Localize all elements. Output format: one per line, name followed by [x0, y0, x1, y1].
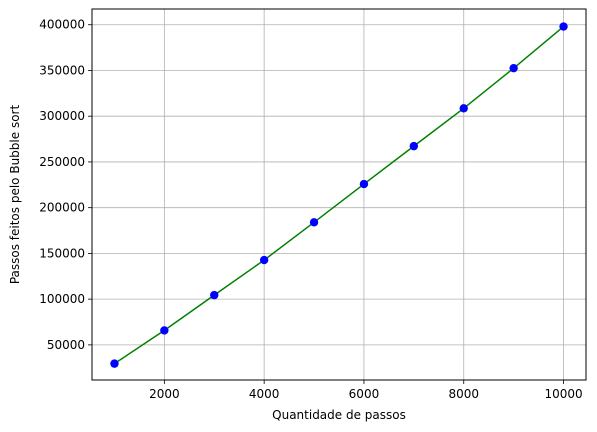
series-line: [114, 25, 565, 365]
series-line-group: [114, 25, 565, 365]
x-tick-label: 2000: [149, 387, 180, 401]
plot-frame: [91, 8, 587, 381]
data-point: [160, 326, 169, 335]
y-tick-label: 200000: [39, 201, 85, 215]
data-point: [110, 359, 119, 368]
y-tick-label: 50000: [47, 338, 85, 352]
series-points-group: [110, 22, 568, 368]
data-point: [309, 218, 319, 227]
data-point: [459, 104, 468, 113]
x-tick-label: 10000: [544, 387, 582, 401]
data-point: [259, 255, 269, 265]
data-point: [210, 290, 219, 300]
y-tick-label: 300000: [39, 109, 85, 123]
y-tick-label: 100000: [39, 292, 85, 306]
data-point: [509, 63, 518, 73]
y-tick-label: 400000: [39, 18, 85, 32]
data-point: [359, 179, 369, 189]
y-tick-label: 250000: [39, 155, 85, 169]
data-point: [409, 141, 419, 151]
y-tick-label: 350000: [39, 63, 85, 77]
x-axis-ticks: 2000 4000 6000 8000 10000: [149, 380, 583, 401]
grid: [92, 9, 586, 380]
y-axis-ticks: 50000 100000 150000 200000 250000 300000 35000…: [39, 18, 92, 352]
x-tick-label: 8000: [448, 387, 479, 401]
y-axis-label: Passos feitos pelo Bubble sort: [8, 105, 22, 285]
x-tick-label: 6000: [349, 387, 380, 401]
x-tick-label: 4000: [249, 387, 280, 401]
y-tick-label: 150000: [39, 246, 85, 260]
x-axis-label: Quantidade de passos: [272, 408, 406, 422]
data-point: [559, 22, 568, 31]
